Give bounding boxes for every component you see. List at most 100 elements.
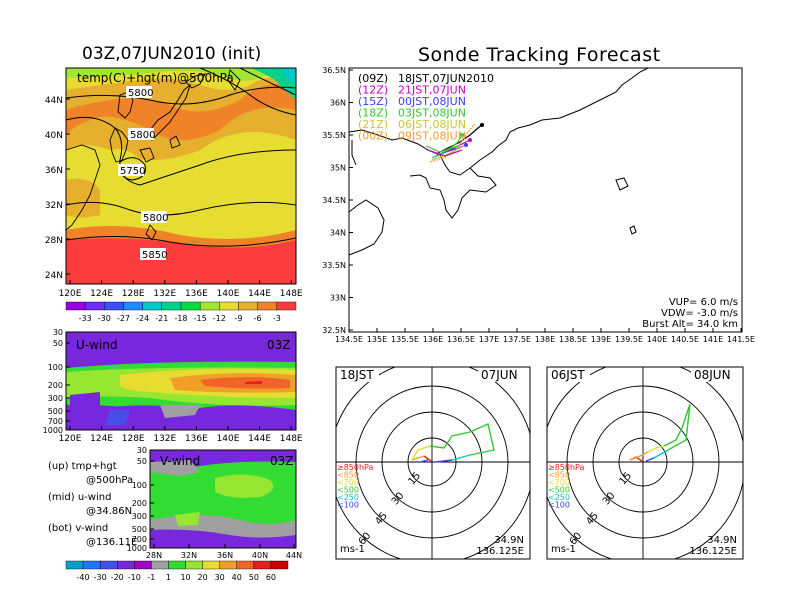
track-legend-code: (18Z) [358, 107, 388, 120]
lon-tick-label: 136.5E [447, 335, 475, 344]
lon-tick-label: 137.5E [503, 335, 531, 344]
pressure-tick-label: 100 [48, 363, 63, 372]
lon-tick-label: 136E [423, 335, 443, 344]
colorbar-swatch [253, 560, 272, 570]
colorbar-label: -30 [94, 573, 107, 582]
lon-tick-label: 136E [185, 289, 208, 299]
lon-tick-label: 144E [248, 434, 271, 444]
colorbar-swatch [185, 560, 203, 570]
colorbar-swatch [276, 301, 297, 311]
note-mid-a: (mid) u-wind [48, 492, 111, 503]
colorbar-label: -33 [79, 314, 92, 323]
colorbar-label: 30 [215, 573, 225, 582]
vwind-label: V-wind [160, 454, 200, 468]
note-up-b: @500hPa [86, 475, 133, 486]
colorbar-label: -1 [147, 573, 155, 582]
lon-tick-label: 120E [59, 289, 82, 299]
colorbar-label: 60 [266, 573, 276, 582]
colorbar-label: 20 [198, 573, 208, 582]
colorbar-swatch [202, 560, 220, 570]
colorbar-label: -30 [98, 314, 111, 323]
hodo1-lat: 34.9N [494, 535, 524, 546]
lon-tick-label: 141E [703, 335, 723, 344]
contour-label: 5800 [130, 130, 155, 141]
lat-tick-label: 36N [330, 99, 346, 108]
colorbar-label: 1 [166, 573, 171, 582]
colorbar-swatch [199, 301, 220, 311]
colorbar-swatch [104, 301, 124, 311]
track-legend-code: (15Z) [358, 95, 388, 108]
colorbar-label: 10 [180, 573, 190, 582]
lon-tick-label: 128E [122, 289, 145, 299]
colorbar-swatch [117, 560, 135, 570]
lat-tick-label: 24N [45, 271, 63, 281]
track-legend-code: (00Z) [358, 130, 388, 143]
lon-tick-label: 138E [535, 335, 555, 344]
hodo2-lon: 136.125E [689, 546, 737, 557]
colorbar-swatch [82, 560, 101, 570]
hodo-ring-label: 15 [406, 470, 423, 487]
pressure-tick-label: 200 [132, 499, 147, 508]
note-bot-b: @136.11E [86, 537, 137, 548]
pressure-tick-label: 1000 [43, 426, 63, 435]
hodo1-legend: ≥850hPa<850<700<500<250<100 [337, 463, 374, 510]
hodograph-18jst: 18JST 07JUN 34.9N 136.125E ms-1 15304560… [335, 366, 531, 560]
hodo-ring-label: 15 [617, 470, 634, 487]
hodo-legend-item: <700 [548, 478, 570, 487]
colorbar-swatch [257, 301, 278, 311]
hodo-legend-item: <850 [548, 471, 570, 480]
pressure-tick-label: 500 [48, 407, 63, 416]
pressure-tick-label: 200 [48, 381, 63, 390]
hodo1-time: 18JST [340, 368, 374, 382]
colorbar-swatch [270, 560, 289, 570]
hodo-legend-item: ≥850hPa [548, 463, 585, 472]
colorbar-label: -21 [155, 314, 168, 323]
lat-tick-label: 28N [45, 236, 63, 246]
lon-tick-label: 132E [153, 434, 176, 444]
hodo2-date: 08JUN [694, 368, 731, 382]
pressure-tick-label: 1000 [127, 544, 147, 553]
uwind-label: U-wind [76, 338, 117, 352]
colorbar-label: -3 [273, 314, 281, 323]
note-up-a: (up) tmp+hgt [48, 461, 117, 472]
lon-tick-label: 148E [280, 289, 303, 299]
lat-tick-label: 44N [286, 551, 302, 560]
lat-tick-label: 28N [146, 551, 162, 560]
sonde-tracks [425, 123, 483, 163]
lat-tick-label: 34.5N [322, 196, 346, 205]
lon-tick-label: 148E [280, 434, 303, 444]
hodo-legend-item: ≥850hPa [337, 463, 374, 472]
pressure-tick-label: 700 [132, 535, 147, 544]
vwind-time: 03Z [270, 454, 294, 468]
colorbar-label: -6 [254, 314, 262, 323]
track-legend-label: 00JST,08JUN [398, 95, 466, 108]
hodo1-lon: 136.125E [476, 546, 524, 557]
colorbar-label: -40 [77, 573, 90, 582]
colorbar-swatch [84, 301, 105, 311]
colorbar-label: -27 [117, 314, 130, 323]
colorbar-label: -15 [194, 314, 207, 323]
lon-tick-label: 141.5E [727, 335, 755, 344]
lat-tick-label: 35.5N [322, 131, 346, 140]
lon-tick-label: 134.5E [335, 335, 363, 344]
colorbar-swatch [65, 560, 84, 570]
track-legend-label: 21JST,07JUN [398, 84, 466, 97]
lat-tick-label: 32.5N [322, 326, 346, 335]
colorbar-swatch [180, 301, 201, 311]
lon-tick-label: 137E [479, 335, 499, 344]
hodo-legend-item: <850 [337, 471, 359, 480]
track-map-panel: 36.5N 36N 35.5N 35N 34.5N 34N 33.5N 33N 32.5N134… [322, 66, 755, 344]
hodo2-time: 06JST [551, 368, 585, 382]
lat-tick-label: 44N [45, 96, 63, 106]
hodo-legend-item: <100 [337, 501, 359, 510]
pressure-tick-label: 30 [137, 446, 147, 455]
hodo2-unit: ms-1 [551, 544, 576, 555]
lat-tick-label: 36N [217, 551, 233, 560]
lon-tick-label: 140E [217, 289, 240, 299]
colorbar-label: 50 [249, 573, 259, 582]
wind-colorbar: -40 -30 -20 -10 -1 1 10 20 30 40 50 60 [65, 560, 289, 582]
map500-panel: 44N 40N 36N 32N 28N 24N 120E 124E 128E 132E 136E 14… [45, 67, 303, 323]
lat-tick-label: 34N [330, 229, 346, 238]
